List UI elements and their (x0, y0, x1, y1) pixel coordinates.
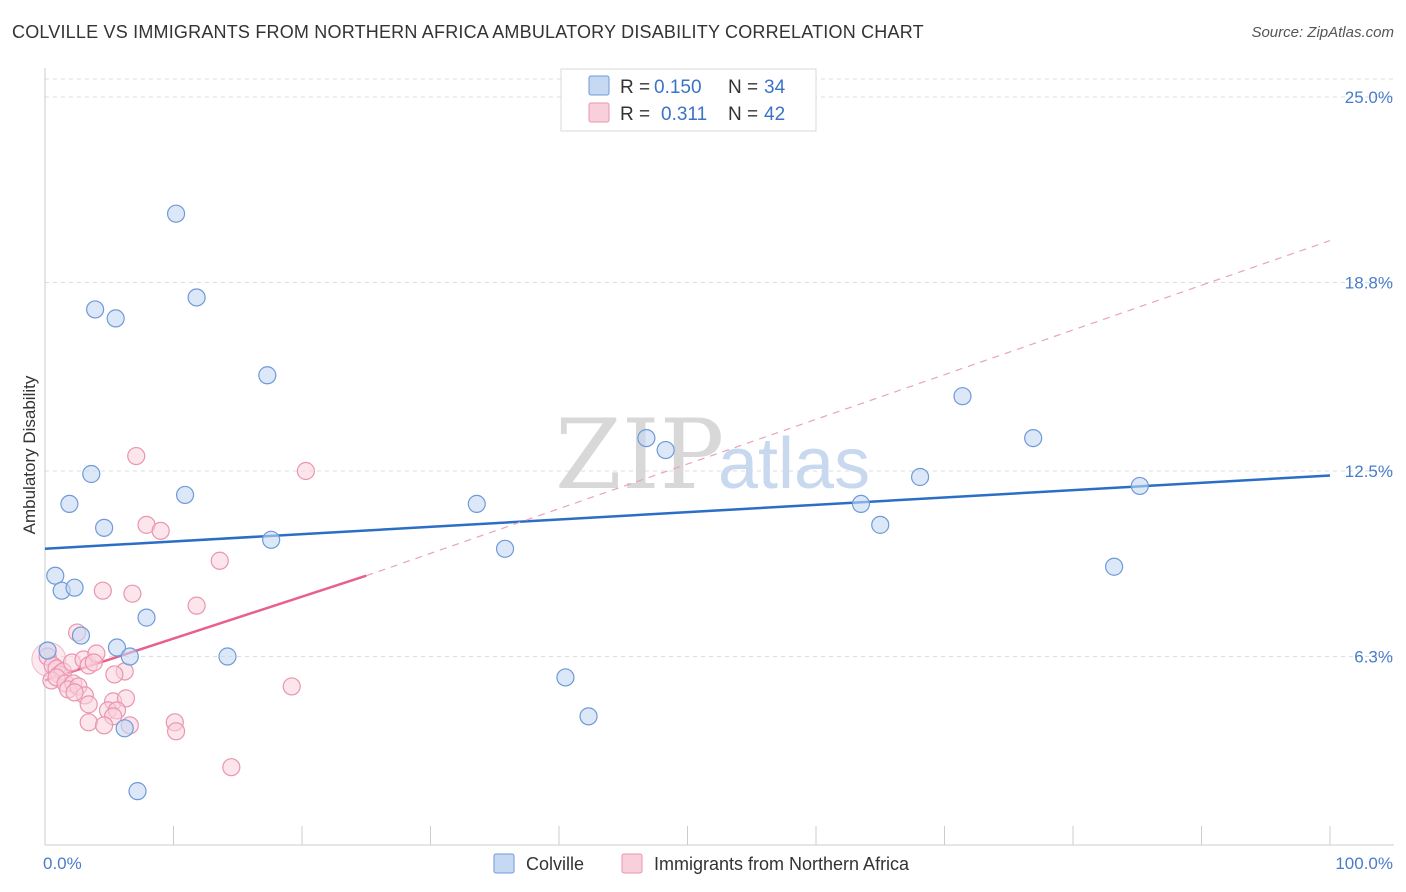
data-point-colville (1105, 557, 1124, 576)
legend-n-value-immigrants: 42 (764, 104, 785, 125)
legend-n-label-immigrants: N = (728, 104, 758, 125)
data-point-immigrants (105, 665, 124, 684)
data-point-colville (137, 608, 156, 627)
y-tick-label: 6.3% (1354, 648, 1393, 667)
data-point-colville (71, 626, 91, 645)
data-point-colville (86, 300, 105, 319)
data-point-immigrants (123, 584, 142, 603)
data-point-immigrants (210, 551, 229, 570)
data-point-colville (82, 464, 101, 484)
data-point-immigrants (93, 581, 112, 600)
data-point-colville (910, 467, 930, 487)
grid-layer (45, 78, 1394, 658)
data-point-colville (46, 566, 65, 585)
legend-n-label-colville: N = (728, 77, 758, 98)
data-point-immigrants (222, 758, 241, 777)
data-point-colville (1024, 428, 1043, 448)
watermark: ZIP atlas (555, 399, 870, 511)
data-point-colville (495, 539, 515, 558)
data-point-colville (953, 387, 972, 406)
y-tick-label: 12.5% (1345, 462, 1393, 481)
data-point-immigrants (79, 695, 98, 714)
legend-swatch-colville (588, 75, 610, 96)
data-point-colville (262, 530, 281, 549)
watermark-zip: ZIP (555, 399, 724, 511)
bottom-legend-swatch-immigrants (621, 853, 643, 874)
data-point-colville (120, 647, 139, 666)
data-point-colville (637, 428, 656, 448)
data-point-colville (218, 647, 237, 666)
data-point-colville (107, 638, 127, 657)
data-point-immigrants (282, 677, 301, 696)
data-point-colville (175, 485, 195, 505)
legend-r-value-immigrants: 0.311 (661, 104, 707, 125)
watermark-atlas: atlas (718, 424, 870, 504)
legend-r-value-colville: 0.150 (654, 77, 702, 98)
data-point-immigrants (187, 596, 206, 615)
legend-r-label-colville: R = (620, 77, 650, 98)
axes-layer (44, 68, 1394, 846)
data-point-colville (65, 578, 84, 597)
bottom-legend-label-colville: Colville (526, 854, 584, 874)
data-point-colville (871, 515, 890, 534)
data-point-colville (187, 288, 206, 307)
legend-r-label-immigrants: R = (620, 104, 650, 125)
bottom-legend-swatch-colville (493, 853, 515, 874)
data-point-colville (38, 641, 57, 660)
data-point-colville (851, 494, 871, 514)
data-point-colville (556, 668, 575, 687)
points-layer (31, 204, 1149, 801)
x-tick-label-max: 100.0% (1335, 854, 1393, 873)
data-point-colville (95, 518, 114, 537)
data-point-colville (166, 204, 186, 223)
legend-n-value-colville: 34 (764, 77, 786, 98)
data-point-immigrants (127, 446, 146, 466)
data-point-colville (115, 719, 134, 738)
trend-line-extension-immigrants (366, 240, 1331, 577)
legend: R = 0.150 N = 34 R = 0.311 N = 42 (560, 68, 817, 132)
data-point-immigrants (151, 521, 170, 540)
bottom-legend-label-immigrants: Immigrants from Northern Africa (654, 854, 910, 874)
data-point-immigrants (65, 683, 84, 702)
data-point-colville (467, 494, 486, 514)
legend-swatch-immigrants (588, 102, 610, 123)
data-point-immigrants (84, 653, 103, 672)
data-point-immigrants (166, 722, 186, 741)
data-point-colville (106, 309, 125, 328)
source-label: Source: ZipAtlas.com (1251, 24, 1394, 41)
data-point-immigrants (79, 713, 98, 732)
data-point-colville (656, 440, 675, 460)
y-axis-label: Ambulatory Disability (20, 375, 39, 534)
data-point-immigrants (296, 461, 315, 481)
data-point-colville (128, 782, 147, 801)
data-point-colville (579, 707, 598, 726)
trend-line-colville (44, 474, 1331, 551)
data-point-colville (60, 494, 79, 514)
ticks-layer: 6.3% 12.5% 18.8% 25.0% 0.0% 100.0% (43, 88, 1393, 873)
y-tick-label: 25.0% (1345, 88, 1393, 107)
data-point-colville (1130, 476, 1149, 496)
data-point-colville (258, 366, 277, 385)
y-tick-label: 18.8% (1345, 274, 1393, 293)
data-point-immigrants (95, 716, 114, 735)
bottom-legend: Colville Immigrants from Northern Africa (493, 853, 910, 874)
chart-title: COLVILLE VS IMMIGRANTS FROM NORTHERN AFR… (12, 22, 924, 42)
x-tick-label-min: 0.0% (43, 854, 82, 873)
